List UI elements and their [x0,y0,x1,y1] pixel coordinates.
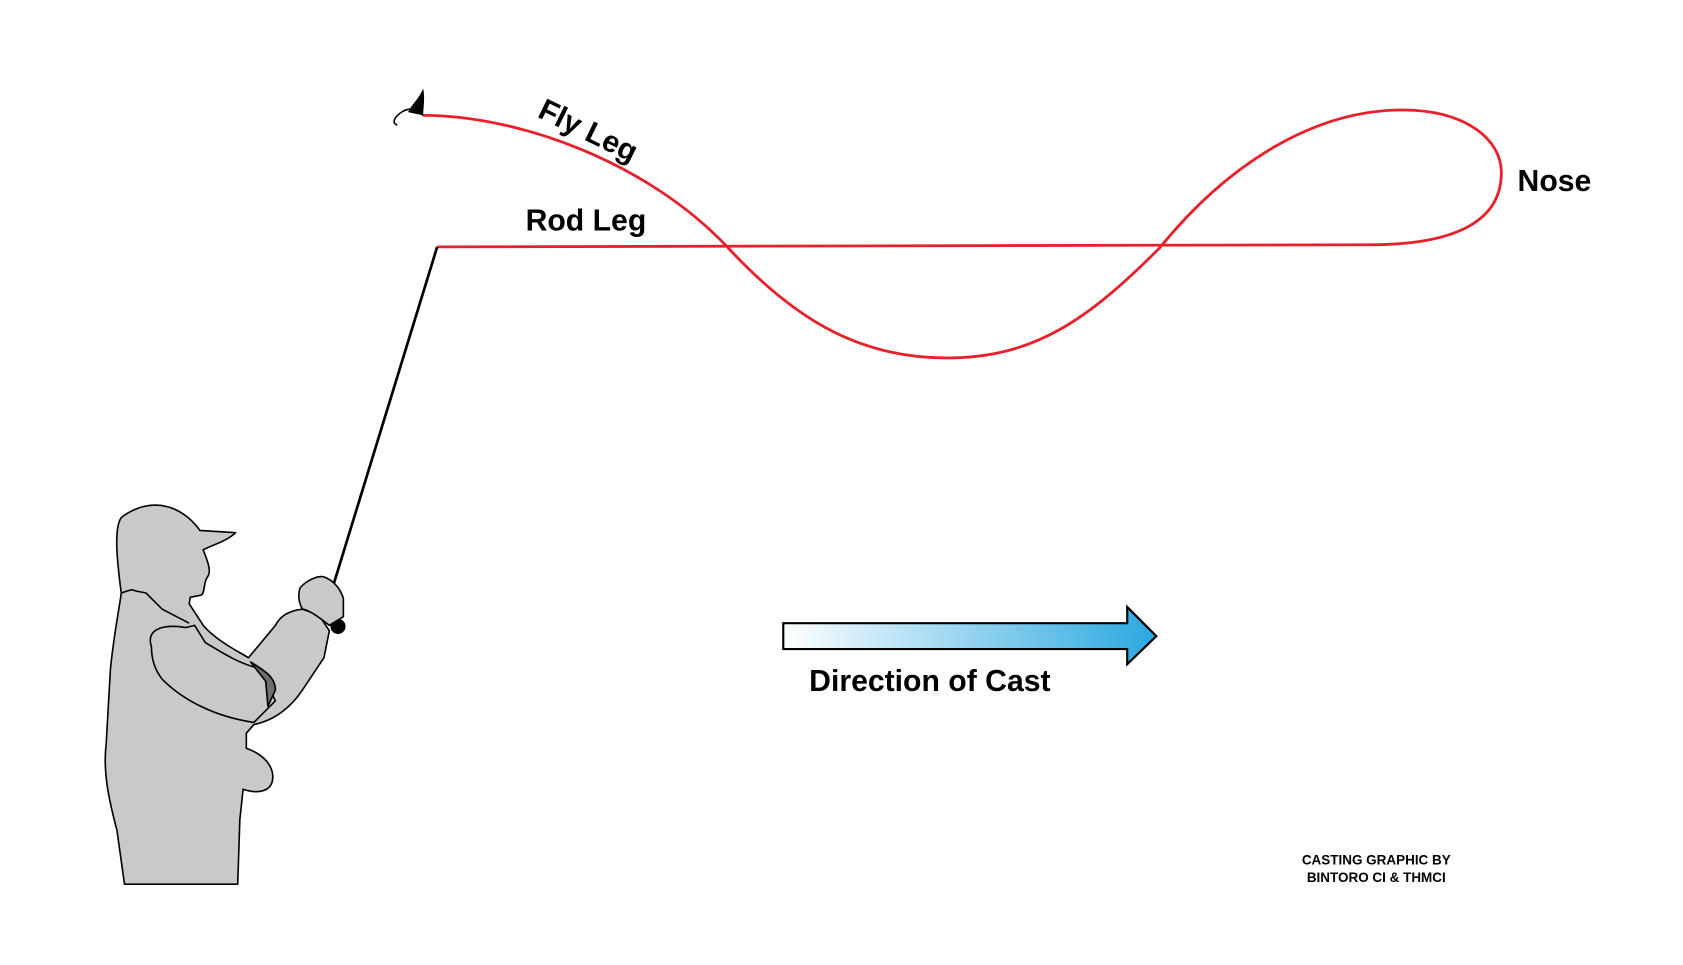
fly-rod [331,246,439,589]
direction-arrow [782,604,1158,667]
fly-leg-label: Fly Leg [533,93,642,169]
rod-leg-label: Rod Leg [526,205,647,238]
credit-line-2: BINTORO CI & THMCI [1307,870,1446,885]
nose-label: Nose [1518,165,1592,198]
fly-line-loop [423,108,1503,360]
fly-icon [393,88,425,126]
direction-label: Direction of Cast [809,665,1050,698]
angler-figure [104,504,345,885]
credit-line-1: CASTING GRAPHIC BY [1302,853,1451,868]
